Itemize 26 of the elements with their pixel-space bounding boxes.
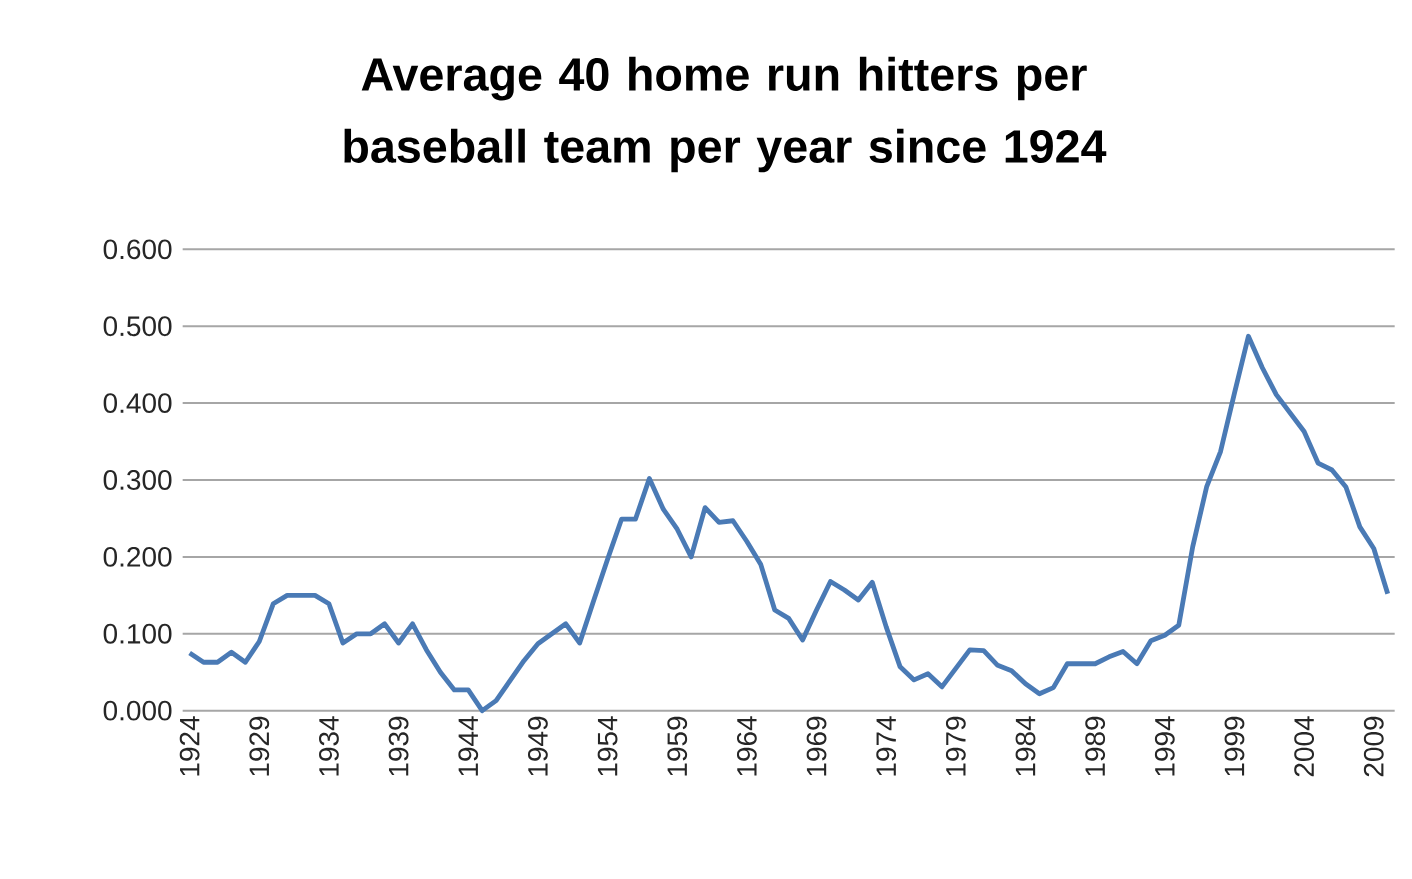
x-tick-label: 1949	[528, 716, 548, 776]
x-tick-label: 1989	[1085, 716, 1106, 776]
y-tick-label: 0.200	[103, 547, 172, 567]
y-tick-label: 0.300	[103, 470, 172, 491]
x-tick-label: 2009	[1363, 716, 1384, 777]
chart-title: Average 40 home run hitters per baseball team per year since 1924	[344, 56, 1107, 173]
x-tick-label: 1984	[1015, 716, 1036, 776]
x-tick-label: 1974	[876, 716, 897, 776]
x-tick-label: 1994	[1154, 716, 1175, 776]
y-tick-label: 0.400	[103, 393, 172, 414]
x-tick-label: 1979	[945, 716, 966, 776]
y-tick-label: 0.000	[103, 700, 172, 721]
x-tick-label: 1954	[597, 716, 618, 776]
x-tick-label: 1964	[736, 716, 757, 776]
x-tick-label: 1969	[806, 716, 827, 776]
x-tick-label: 1959	[667, 716, 688, 776]
x-tick-label: 1939	[388, 716, 409, 776]
x-tick-label: 1999	[1224, 716, 1245, 776]
y-tick-label: 0.500	[103, 316, 172, 337]
x-tick-label: 2004	[1294, 716, 1315, 777]
y-tick-label: 0.100	[103, 624, 172, 644]
x-tick-label: 1944	[458, 716, 479, 776]
y-tick-label: 0.600	[103, 239, 172, 260]
x-tick-label: 1934	[319, 716, 339, 776]
x-tick-label: 1924	[179, 716, 200, 776]
x-tick-label: 1929	[249, 716, 270, 776]
